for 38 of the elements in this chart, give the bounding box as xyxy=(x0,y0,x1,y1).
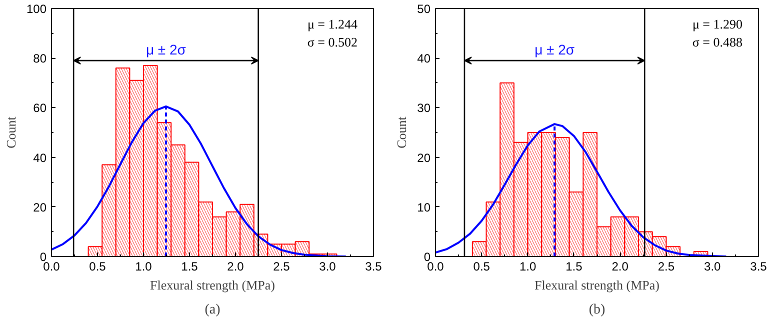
annotation: μ ± 2σ xyxy=(534,42,575,58)
y-axis-title: Count xyxy=(394,116,410,148)
x-tick-label: 1.0 xyxy=(135,260,152,274)
x-tick-label: 3.5 xyxy=(750,260,768,274)
x-tick-label: 3.0 xyxy=(704,260,722,274)
x-tick-label: 3.0 xyxy=(319,260,336,274)
text: (a) xyxy=(204,302,221,318)
y-tick-label: 40 xyxy=(33,150,47,165)
x-axis-title: Flexural strength (MPa) xyxy=(534,278,660,292)
y-tick-label: 10 xyxy=(417,200,431,214)
x-tick-label: 2.0 xyxy=(612,260,629,274)
x-tick-label: 1.0 xyxy=(519,260,536,274)
annotation: μ ± 2σ xyxy=(146,42,186,58)
y-tick-label: 40 xyxy=(417,52,431,66)
y-axis-title: Count xyxy=(3,116,18,148)
y-tick-label: 60 xyxy=(33,101,47,116)
annotation: σ = 0.488 xyxy=(692,34,743,50)
x-tick-label: 3.5 xyxy=(365,260,382,274)
y-tick-label: 30 xyxy=(417,101,431,116)
x-axis-title: Flexural strength (MPa) xyxy=(150,278,275,292)
annotation: σ = 0.502 xyxy=(307,34,358,50)
x-tick-label: 1.5 xyxy=(181,260,198,274)
annotation: μ = 1.290 xyxy=(692,16,743,32)
x-tick-label: 0.5 xyxy=(89,260,106,274)
y-tick-label: 100 xyxy=(26,2,47,16)
text: (b) xyxy=(588,302,606,318)
x-tick-label: 2.5 xyxy=(658,260,675,274)
x-tick-label: 0.5 xyxy=(473,260,490,274)
y-tick-label: 80 xyxy=(33,52,47,66)
x-tick-label: 2.5 xyxy=(273,260,290,274)
y-tick-label: 20 xyxy=(33,200,47,214)
x-tick-label: 2.0 xyxy=(227,260,244,274)
line-series xyxy=(52,105,347,256)
x-tick-label: 1.5 xyxy=(566,260,583,274)
annotation: μ = 1.244 xyxy=(307,16,358,32)
y-tick-label: 20 xyxy=(417,150,431,165)
line-series xyxy=(436,123,728,256)
y-tick-label: 50 xyxy=(417,2,431,16)
